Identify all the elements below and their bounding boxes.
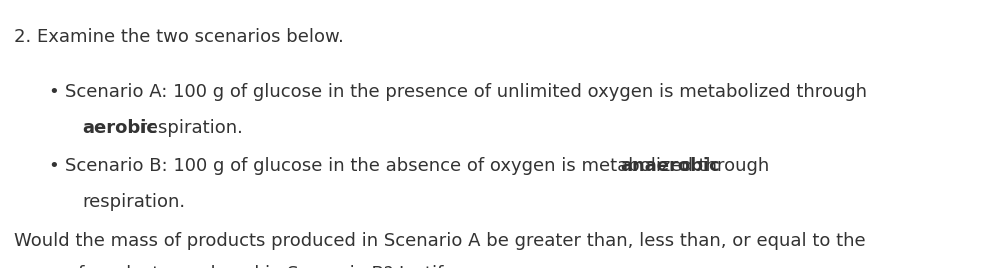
Text: respiration.: respiration. [82,193,186,211]
Text: anaerobic: anaerobic [621,157,720,175]
Text: mass of products produced in Scenario B? Justify your answer.: mass of products produced in Scenario B?… [14,265,575,268]
Text: respiration.: respiration. [135,119,243,137]
Text: Scenario A: 100 g of glucose in the presence of unlimited oxygen is metabolized : Scenario A: 100 g of glucose in the pres… [65,83,867,101]
Text: •: • [48,83,59,101]
Text: Scenario B: 100 g of glucose in the absence of oxygen is metabolized through: Scenario B: 100 g of glucose in the abse… [65,157,776,175]
Text: •: • [48,157,59,175]
Text: aerobic: aerobic [82,119,158,137]
Text: 2. Examine the two scenarios below.: 2. Examine the two scenarios below. [14,28,344,46]
Text: Would the mass of products produced in Scenario A be greater than, less than, or: Would the mass of products produced in S… [14,232,866,250]
